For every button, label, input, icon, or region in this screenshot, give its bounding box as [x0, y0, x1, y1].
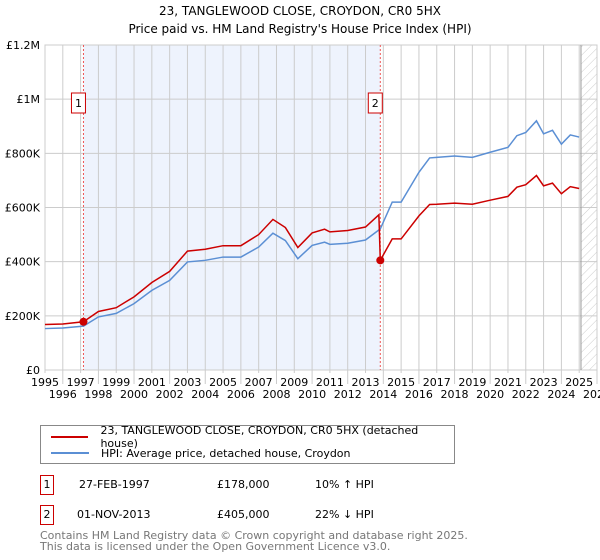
legend-swatch	[51, 436, 89, 438]
property-price-line	[44, 174, 580, 326]
sale-price: £405,000	[217, 508, 270, 521]
footer-line: Contains HM Land Registry data © Crown c…	[40, 529, 468, 542]
sale-badge: 1	[40, 475, 54, 495]
x-tick-label: 2005	[209, 376, 237, 389]
x-tick-label: 1999	[102, 376, 130, 389]
x-tick-label: 2025	[565, 376, 593, 389]
legend-label: HPI: Average price, detached house, Croy…	[101, 446, 351, 460]
y-tick-label: £1M	[17, 93, 41, 106]
legend-label: 23, TANGLEWOOD CLOSE, CROYDON, CR0 5HX (…	[100, 424, 419, 450]
x-tick-label: 2006	[227, 388, 255, 401]
x-tick-label: 2022	[512, 388, 540, 401]
x-tick-label: 2018	[441, 388, 469, 401]
footer-line: This data is licensed under the Open Gov…	[40, 540, 391, 553]
sale-hpi-diff: 22% ↓ HPI	[315, 508, 374, 521]
sale-label: 1	[75, 97, 82, 110]
sale-row-2: 2 01-NOV-2013 £405,000 22% ↓ HPI	[40, 505, 440, 525]
x-tick-label: 1995	[31, 376, 59, 389]
y-tick-label: £800K	[5, 147, 41, 160]
sale-date: 27-FEB-1997	[79, 478, 150, 491]
x-tick-label: 2004	[191, 388, 219, 401]
x-tick-label: 2001	[138, 376, 166, 389]
sale-date: 01-NOV-2013	[77, 508, 151, 521]
y-tick-label: £1.2M	[6, 39, 40, 52]
x-tick-label: 2008	[262, 388, 290, 401]
sale-hpi-diff: 10% ↑ HPI	[315, 478, 374, 491]
x-tick-label: 2015	[387, 376, 415, 389]
x-tick-label: 2012	[334, 388, 362, 401]
sale-badge: 2	[40, 505, 54, 525]
sale-price: £178,000	[217, 478, 270, 491]
x-tick-label: 2009	[280, 376, 308, 389]
x-tick-label: 2021	[494, 376, 522, 389]
x-tick-label: 2000	[120, 388, 148, 401]
sale-label-box	[367, 92, 383, 114]
x-tick-label: 2023	[530, 376, 558, 389]
sale-label-box	[70, 92, 86, 114]
legend-item-hpi: HPI: Average price, detached house, Croy…	[51, 446, 351, 460]
hpi-line	[44, 119, 580, 330]
x-tick-label: 1998	[84, 388, 112, 401]
sale-point	[79, 317, 88, 326]
chart-subtitle: Price paid vs. HM Land Registry's House …	[128, 22, 471, 36]
legend-item-property: 23, TANGLEWOOD CLOSE, CROYDON, CR0 5HX (…	[51, 424, 454, 450]
y-tick-label: £0	[26, 364, 40, 377]
x-tick-label: 2014	[369, 388, 397, 401]
sale-point	[376, 256, 385, 265]
x-tick-label: 2016	[405, 388, 433, 401]
y-tick-label: £400K	[5, 256, 41, 269]
price-chart: 23, TANGLEWOOD CLOSE, CROYDON, CR0 5HX P…	[5, 4, 600, 401]
y-tick-label: £200K	[5, 310, 41, 323]
footer: Contains HM Land Registry data © Crown c…	[40, 530, 468, 552]
y-tick-label: £600K	[5, 202, 41, 215]
x-tick-label: 2026	[583, 388, 600, 401]
x-tick-label: 2020	[476, 388, 504, 401]
x-tick-label: 2010	[298, 388, 326, 401]
chart-title: 23, TANGLEWOOD CLOSE, CROYDON, CR0 5HX	[159, 4, 441, 18]
x-tick-label: 2024	[547, 388, 575, 401]
x-tick-label: 2002	[156, 388, 184, 401]
sale-row-1: 1 27-FEB-1997 £178,000 10% ↑ HPI	[40, 475, 440, 495]
sale-label: 2	[372, 97, 379, 110]
legend-swatch	[51, 452, 89, 454]
x-tick-label: 2019	[458, 376, 486, 389]
x-tick-label: 2017	[423, 376, 451, 389]
legend: 23, TANGLEWOOD CLOSE, CROYDON, CR0 5HX (…	[40, 424, 455, 464]
x-tick-label: 2013	[352, 376, 380, 389]
x-tick-label: 2007	[245, 376, 273, 389]
x-tick-label: 2003	[173, 376, 201, 389]
x-tick-label: 1997	[67, 376, 95, 389]
x-tick-label: 2011	[316, 376, 344, 389]
x-tick-label: 1996	[49, 388, 77, 401]
